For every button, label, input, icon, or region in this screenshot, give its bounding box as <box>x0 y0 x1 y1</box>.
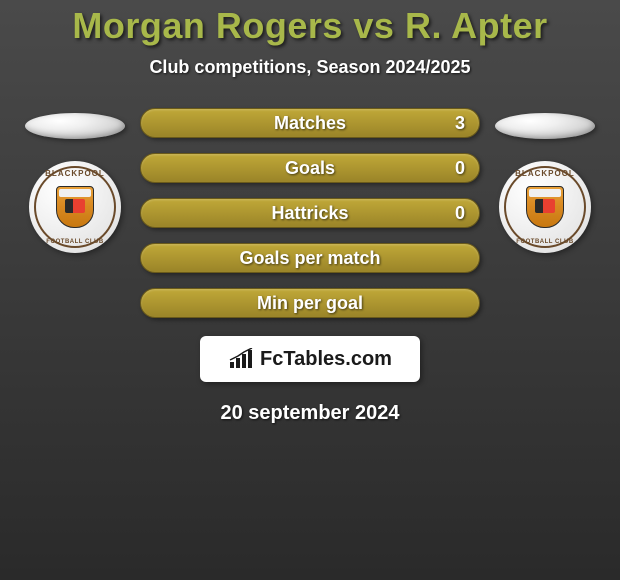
stat-value-right: 0 <box>455 158 465 179</box>
right-player-col: BLACKPOOL FOOTBALL CLUB <box>495 108 595 253</box>
page-title: Morgan Rogers vs R. Apter <box>0 5 620 47</box>
right-club-sub: FOOTBALL CLUB <box>499 239 591 245</box>
stat-bar-matches: Matches 3 <box>140 108 480 138</box>
stat-bar-hattricks: Hattricks 0 <box>140 198 480 228</box>
left-club-badge: BLACKPOOL FOOTBALL CLUB <box>29 161 121 253</box>
page-subtitle: Club competitions, Season 2024/2025 <box>0 57 620 78</box>
crest-icon <box>526 186 564 228</box>
stat-label: Goals <box>285 158 335 179</box>
stat-label: Matches <box>274 113 346 134</box>
stat-label: Hattricks <box>271 203 348 224</box>
chart-icon <box>228 348 254 370</box>
stat-label: Goals per match <box>239 248 380 269</box>
left-club-name: BLACKPOOL <box>29 169 121 178</box>
right-player-ellipse <box>495 113 595 139</box>
stat-label: Min per goal <box>257 293 363 314</box>
date-line: 20 september 2024 <box>0 402 620 425</box>
comparison-card: Morgan Rogers vs R. Apter Club competiti… <box>0 0 620 425</box>
stats-column: Matches 3 Goals 0 Hattricks 0 Goals per … <box>140 108 480 318</box>
crest-icon <box>56 186 94 228</box>
left-player-col: BLACKPOOL FOOTBALL CLUB <box>25 108 125 253</box>
brand-box[interactable]: FcTables.com <box>200 336 420 382</box>
stat-value-right: 3 <box>455 113 465 134</box>
brand-text: FcTables.com <box>260 348 392 371</box>
stat-bar-goals-per-match: Goals per match <box>140 243 480 273</box>
right-club-name: BLACKPOOL <box>499 169 591 178</box>
stat-value-right: 0 <box>455 203 465 224</box>
stat-bar-min-per-goal: Min per goal <box>140 288 480 318</box>
stat-bar-goals: Goals 0 <box>140 153 480 183</box>
left-player-ellipse <box>25 113 125 139</box>
left-club-sub: FOOTBALL CLUB <box>29 239 121 245</box>
right-club-badge: BLACKPOOL FOOTBALL CLUB <box>499 161 591 253</box>
main-row: BLACKPOOL FOOTBALL CLUB Matches 3 Goals … <box>0 108 620 318</box>
